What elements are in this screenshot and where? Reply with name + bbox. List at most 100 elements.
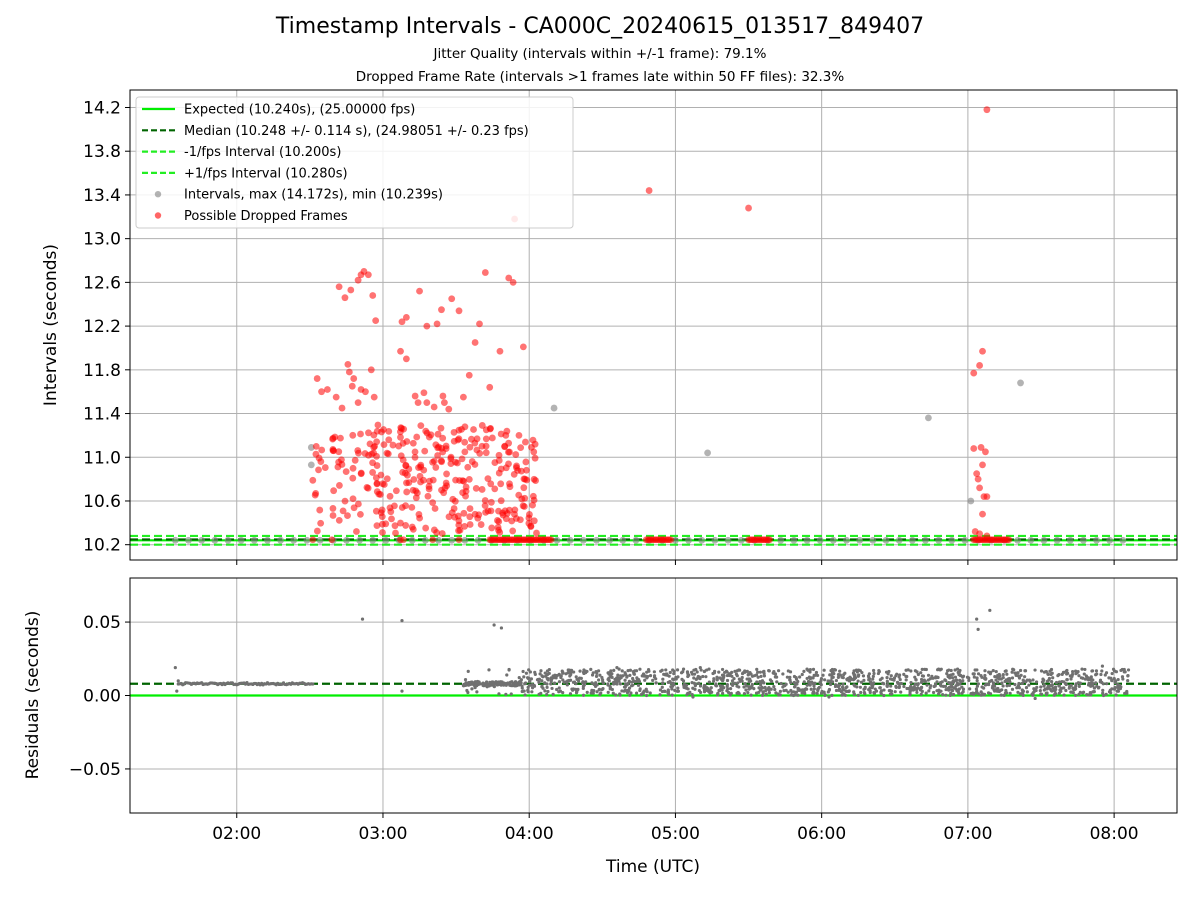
residual-point	[1090, 669, 1095, 673]
dropped-frame-point	[341, 497, 349, 505]
residual-point	[859, 680, 864, 684]
dropped-frame-point	[667, 536, 675, 544]
residual-point	[800, 691, 804, 695]
dropped-frame-point	[974, 475, 982, 483]
residual-point	[747, 680, 751, 684]
residual-point	[1050, 684, 1054, 688]
dropped-frame-point	[349, 474, 357, 482]
residual-point	[1012, 668, 1016, 672]
residual-point	[1103, 673, 1107, 677]
dropped-frame-point	[416, 287, 423, 295]
residual-point	[961, 679, 965, 683]
residual-point	[704, 675, 708, 679]
residual-point	[643, 678, 647, 682]
residual-point	[1112, 669, 1117, 673]
dropped-frame-point	[402, 355, 410, 363]
dropped-frame-point	[374, 421, 382, 429]
dropped-frame-point	[464, 463, 472, 471]
dropped-frame-point	[472, 484, 480, 492]
residual-point	[1114, 679, 1118, 683]
interval-point	[382, 536, 390, 544]
residual-point	[775, 675, 779, 679]
residual-point	[848, 675, 852, 679]
dropped-frame-point	[481, 497, 489, 504]
dropped-frame-point	[645, 187, 653, 194]
residual-point	[1092, 686, 1097, 690]
residual-point	[813, 681, 817, 685]
residual-point	[1042, 678, 1046, 682]
dropped-frame-point	[496, 347, 504, 355]
residual-point	[1023, 675, 1027, 679]
residual-point	[858, 685, 862, 689]
dropped-frame-point	[434, 430, 442, 438]
residual-point	[944, 693, 948, 697]
residual-point	[523, 693, 527, 697]
residual-point	[546, 689, 550, 694]
residual-point	[735, 674, 739, 678]
residual-point	[1115, 685, 1120, 689]
dropped-frame-point	[476, 449, 484, 457]
residual-point	[924, 691, 928, 695]
dropped-frame-point	[373, 462, 381, 469]
residual-point	[611, 691, 615, 695]
dropped-frame-point	[529, 501, 536, 509]
residual-point	[568, 674, 572, 678]
dropped-frame-point	[466, 505, 474, 512]
residual-point	[521, 669, 525, 674]
residual-point	[809, 687, 813, 691]
residual-point	[967, 676, 971, 680]
dropped-frame-point	[309, 536, 317, 544]
dropped-frame-point	[312, 442, 320, 450]
residual-point	[792, 685, 797, 689]
dropped-frame-point	[388, 515, 395, 523]
dropped-frame-point	[349, 464, 357, 472]
residual-point	[1039, 692, 1043, 696]
residual-point	[720, 667, 725, 672]
residual-point	[688, 690, 692, 694]
residual-point	[628, 693, 632, 697]
residual-point	[668, 680, 672, 684]
residual-point	[581, 680, 585, 684]
residual-point	[1065, 668, 1069, 673]
residual-point	[618, 676, 622, 681]
residual-point	[742, 692, 747, 696]
residual-point	[1003, 679, 1007, 683]
interval-point	[579, 536, 587, 544]
residual-point	[1001, 684, 1005, 688]
dropped-frame-point	[466, 443, 474, 451]
dropped-frame-point	[410, 476, 418, 483]
dropped-frame-point	[519, 343, 527, 351]
residual-point	[796, 686, 800, 690]
residual-point	[737, 691, 741, 696]
residual-point	[540, 679, 544, 683]
residual-point	[1008, 691, 1012, 695]
dropped-frame-point	[354, 399, 362, 407]
residual-point	[811, 676, 815, 680]
residual-point	[721, 691, 725, 695]
residual-point	[709, 686, 713, 690]
residual-point	[913, 682, 917, 686]
residual-point	[670, 687, 674, 691]
residual-point	[758, 688, 763, 692]
interval-point	[632, 536, 640, 544]
dropped-frame-point	[477, 521, 485, 528]
residual-point	[1054, 687, 1058, 692]
residual-point	[805, 676, 809, 681]
residual-point	[682, 683, 686, 688]
residual-point	[606, 683, 610, 687]
top-y-tick-label: 10.2	[83, 536, 121, 556]
residual-point	[635, 676, 639, 680]
dropped-frame-point	[408, 504, 416, 511]
residual-point	[694, 682, 698, 686]
residual-point	[1045, 679, 1049, 683]
residual-point	[557, 686, 561, 690]
legend-swatch	[154, 212, 162, 219]
residual-point	[828, 679, 832, 683]
residual-point	[610, 675, 614, 679]
dropped-frame-point	[440, 399, 448, 407]
residual-point	[722, 675, 726, 679]
dropped-frame-point	[983, 493, 991, 501]
residual-point	[730, 679, 735, 683]
residual-point	[830, 671, 834, 675]
